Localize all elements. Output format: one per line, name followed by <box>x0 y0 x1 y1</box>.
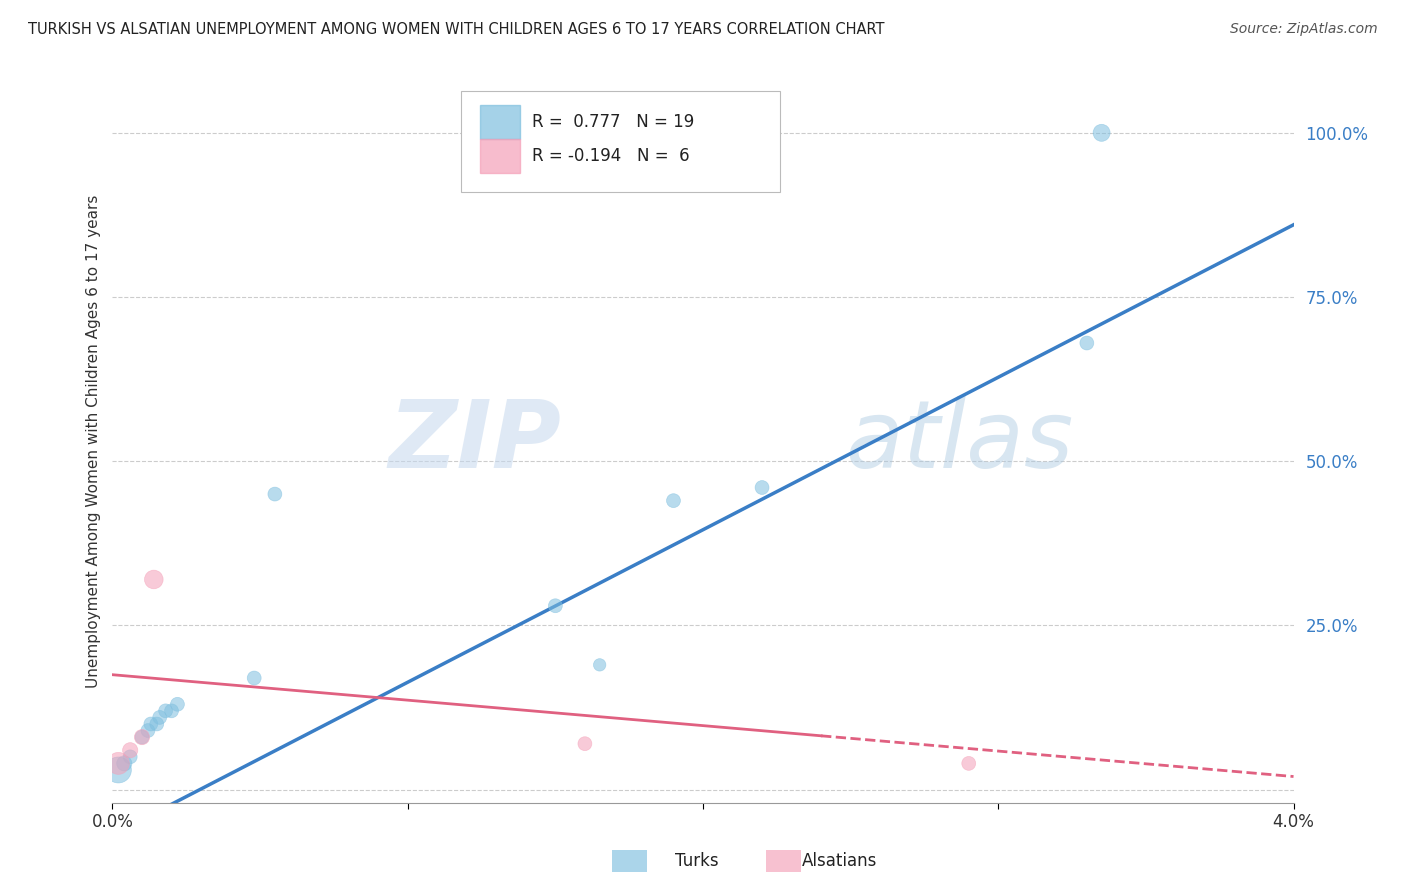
Text: Source: ZipAtlas.com: Source: ZipAtlas.com <box>1230 22 1378 37</box>
Point <box>662 493 685 508</box>
Point <box>160 704 183 718</box>
Text: Turks: Turks <box>675 852 718 870</box>
Y-axis label: Unemployment Among Women with Children Ages 6 to 17 years: Unemployment Among Women with Children A… <box>86 194 101 689</box>
Text: TURKISH VS ALSATIAN UNEMPLOYMENT AMONG WOMEN WITH CHILDREN AGES 6 TO 17 YEARS CO: TURKISH VS ALSATIAN UNEMPLOYMENT AMONG W… <box>28 22 884 37</box>
Text: atlas: atlas <box>845 396 1073 487</box>
Point <box>120 743 142 757</box>
Point <box>574 737 596 751</box>
FancyBboxPatch shape <box>479 105 520 139</box>
Point <box>136 723 159 738</box>
Point <box>957 756 980 771</box>
Text: ZIP: ZIP <box>388 395 561 488</box>
Point <box>131 730 153 744</box>
Point <box>139 717 162 731</box>
Point <box>243 671 266 685</box>
Point <box>166 698 188 712</box>
Point <box>155 704 177 718</box>
Point <box>1091 126 1114 140</box>
Point <box>544 599 567 613</box>
Point <box>142 573 165 587</box>
Text: R = -0.194   N =  6: R = -0.194 N = 6 <box>531 147 689 165</box>
Point <box>751 481 773 495</box>
Point <box>1076 336 1098 351</box>
Point <box>107 763 129 777</box>
Point <box>131 730 153 744</box>
Text: R =  0.777   N = 19: R = 0.777 N = 19 <box>531 113 695 131</box>
Text: Alsatians: Alsatians <box>801 852 877 870</box>
FancyBboxPatch shape <box>461 91 780 193</box>
FancyBboxPatch shape <box>479 139 520 173</box>
Point <box>146 717 169 731</box>
Point <box>107 756 129 771</box>
Point <box>120 749 142 764</box>
Point <box>588 657 610 672</box>
Point <box>149 710 172 724</box>
Point <box>112 756 135 771</box>
Point <box>264 487 287 501</box>
